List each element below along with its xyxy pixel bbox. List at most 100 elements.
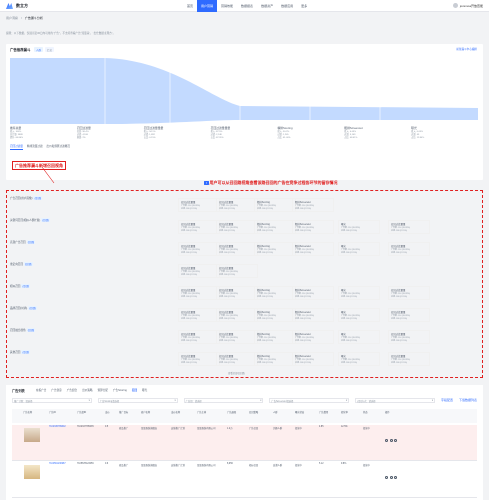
filter-label: 广告Scoring请选择 — [99, 400, 120, 403]
table-header-cell: 广告费用 — [319, 412, 329, 414]
filter-select[interactable]: 广告Screenout请选择 ▾ — [269, 398, 350, 403]
funnel-node: 召回过滤量量 广告数: 114 (19.28%) 过滤: 180 (2.15%) — [388, 220, 430, 234]
node-line: 广告数: 114 (19.28%) — [341, 293, 360, 295]
table-cell-crowd: 高潜人群 — [273, 465, 283, 467]
node-line: 过滤: 180 (2.15%) — [181, 295, 198, 298]
funnel-stat: 精排Scoring 投入: 30.2% 过滤: 1,245 占比: 61.00% — [277, 126, 344, 140]
funnel-stat: 推荐总量 投入: 100% 总计量: 3889 提升: 66.86% — [10, 126, 77, 140]
top-bar: 数立方 首页 用户营销 营销效能 数据报表 数据资产 数据应用 更多 joxsmoa开放查能 — [0, 0, 489, 12]
recall-row-tag[interactable]: 召回路 — [41, 218, 50, 222]
node-line: 过滤: 180 (2.15%) — [391, 339, 408, 342]
funnel-node: 召回过滤量量 广告数: 114 (19.28%) 过滤: 180 (2.15%) — [216, 352, 258, 366]
node-line: 广告数: 114 (19.28%) — [391, 249, 410, 251]
filter-select[interactable]: 召回方式：请选择 ▾ — [355, 398, 435, 403]
recall-row-tag[interactable]: 召回路 — [26, 240, 36, 244]
funnel-tab[interactable]: 出价和预算过滤概况 — [46, 145, 70, 148]
nav-item[interactable]: 数据应用 — [281, 4, 294, 8]
ad-thumbnail[interactable] — [24, 428, 40, 442]
stat-row: 召回: 96.4% — [76, 131, 89, 133]
more-icon[interactable] — [394, 439, 397, 442]
funnel-node: 精排Scoring 广告数: 114 (19.28%) 过滤: 180 (2.15%… — [254, 330, 296, 344]
table-row[interactable]: 7102345789602 7102347785435 0.5 商品推广 某某服饰旗舰店… — [12, 425, 477, 461]
table-tab[interactable]: 曝光 — [142, 389, 148, 392]
table-header-cell: 人群 — [273, 412, 278, 414]
table-tab[interactable]: 召回 — [131, 389, 138, 392]
node-line: 过滤: 180 (2.15%) — [295, 229, 312, 232]
nav-item[interactable]: 数据报表 — [241, 4, 254, 8]
node-line: 广告数: 114 (19.28%) — [219, 359, 238, 361]
node-line: 广告数: 114 (19.28%) — [295, 315, 314, 317]
funnel-node: 召回过滤量量 广告数: 114 (19.28%) 过滤: 180 (2.15%) — [216, 308, 258, 322]
funnel-node: 精排Scoring 广告数: 114 (19.28%) 过滤: 180 (2.15%… — [254, 198, 296, 212]
node-line: 广告数: 114 (19.28%) — [295, 227, 314, 229]
table-cell-body: 某某服饰有限公司 — [197, 465, 216, 467]
funnel-node: 召回过滤量量 广告数: 114 (19.28%) 过滤: 180 (2.15%) — [388, 286, 430, 300]
table-tab[interactable]: 出价策略 — [82, 389, 93, 392]
breadcrumb-item-parent[interactable]: 用户洞察 — [6, 16, 19, 20]
table-tab[interactable]: 在投广告 — [36, 389, 47, 392]
table-row[interactable]: 7104561230987 7105678123456 0.6 商品推广 某某服饰旗舰店… — [12, 462, 477, 498]
funnel-tab[interactable]: 精排流量过滤 — [26, 145, 43, 148]
filter-select[interactable]: 推广计划：请选择 ▾ — [12, 398, 92, 403]
edit-icon[interactable] — [385, 439, 388, 442]
recall-row-tag[interactable]: 召回路 — [21, 284, 30, 288]
nav-item[interactable]: 更多 — [301, 4, 308, 8]
chip-crowd[interactable]: 人群 — [34, 47, 44, 52]
funnel-node: 曝光 广告数: 114 (19.28%) 过滤: 180 (2.15%) — [338, 220, 380, 234]
node-line: 过滤: 180 (2.15%) — [219, 229, 236, 232]
table-tab[interactable]: 广告组合 — [66, 389, 78, 392]
more-icon[interactable] — [394, 476, 397, 479]
stat-row: 过滤: 1,245 — [277, 134, 289, 136]
recall-row-tag[interactable]: 召回路 — [33, 196, 43, 200]
node-line: 广告数: 114 (19.28%) — [341, 337, 360, 339]
copy-icon[interactable] — [389, 476, 393, 479]
table-tab[interactable]: 预算分配 — [97, 389, 108, 392]
stat-row: 占比: 61.00% — [277, 137, 291, 139]
recall-row-name: 其他召回 — [10, 351, 21, 354]
stat-label: 召回过滤量 — [76, 126, 91, 130]
nav-item[interactable]: 首页 — [187, 4, 194, 8]
table-cell-bid: 0.6 — [105, 463, 109, 465]
table-cell-id[interactable]: 7104561230987 — [49, 463, 66, 465]
app-logo[interactable]: 数立方 — [6, 3, 28, 9]
table-action-link[interactable]: 字段配置 — [440, 398, 453, 402]
nav-item[interactable]: 数据资产 — [261, 4, 274, 8]
table-action-link[interactable]: 下载数据列表 — [459, 398, 478, 402]
nav-item[interactable]: 营销效能 — [221, 4, 234, 8]
copy-icon[interactable] — [389, 439, 393, 442]
node-line: 广告数: 114 (19.28%) — [295, 249, 314, 251]
recall-row-tag[interactable]: 召回路 — [23, 262, 33, 266]
nav-item[interactable]: 用户营销 — [197, 0, 218, 12]
table-cell-body: 某某服饰有限公司 — [197, 428, 216, 430]
funnel-node: 召回过滤量量 广告数: 114 (19.28%) 过滤: 180 (2.15%) — [388, 308, 430, 322]
recall-row-tag[interactable]: 召回路 — [28, 306, 37, 310]
chip-summary[interactable]: 汇总 — [45, 47, 55, 52]
table-cell-show: 8,956 — [227, 463, 233, 465]
recall-row: 关键词召回(相似人群扩展) 召回路 召回过滤量量 广告数: 114 (19.28%) 过… — [8, 216, 478, 238]
edit-icon[interactable] — [385, 476, 388, 479]
recall-row-tag[interactable]: 召回路 — [21, 350, 30, 354]
funnel-panel: 广告推荐漏斗 人群 汇总 前往漏斗中心编排 推荐总量 投入: 100% 总计量: 3… — [6, 44, 483, 180]
ad-thumbnail[interactable] — [24, 465, 40, 479]
table-cell-merchant: 某某服饰旗舰店 — [141, 428, 158, 430]
filter-select[interactable]: 广告Scoring请选择 ▾ — [97, 398, 178, 403]
user-menu[interactable]: joxsmoa开放查能 — [452, 3, 483, 8]
node-title: 精排Scoring — [257, 223, 270, 226]
table-header-cell: 状态 — [363, 412, 368, 414]
table-tab[interactable]: 广告创意 — [51, 389, 62, 392]
table-tab[interactable]: 广告Scoring — [112, 389, 127, 392]
table-cell-plan: 店铺推广计划 — [171, 465, 185, 467]
recall-row-tag[interactable]: 召回路 — [26, 328, 36, 332]
stat-row: 过滤: 3,109 — [344, 134, 356, 136]
table-cell-recall: 广告召回 — [249, 428, 259, 430]
table-cell-conv: 12.5% — [341, 426, 348, 428]
filter-select[interactable]: 广告组：请选择 ▾ — [183, 398, 264, 403]
funnel-tab[interactable]: 召回过滤量 — [10, 145, 23, 150]
funnel-node: 召回过滤量量 广告数: 114 (19.28%) 过滤: 180 (2.15%) — [216, 264, 258, 278]
node-line: 过滤: 180 (2.15%) — [391, 361, 408, 364]
table-cell-id[interactable]: 7102345789602 — [49, 426, 66, 428]
funnel-node: 精排Scoring 广告数: 114 (19.28%) 过滤: 180 (2.15%… — [254, 220, 296, 234]
table-header-cell: 广告名称 — [23, 412, 33, 414]
expand-all-link[interactable]: 查看全部召回路 — [228, 372, 245, 375]
funnel-center-link[interactable]: 前往漏斗中心编排 — [456, 48, 477, 51]
